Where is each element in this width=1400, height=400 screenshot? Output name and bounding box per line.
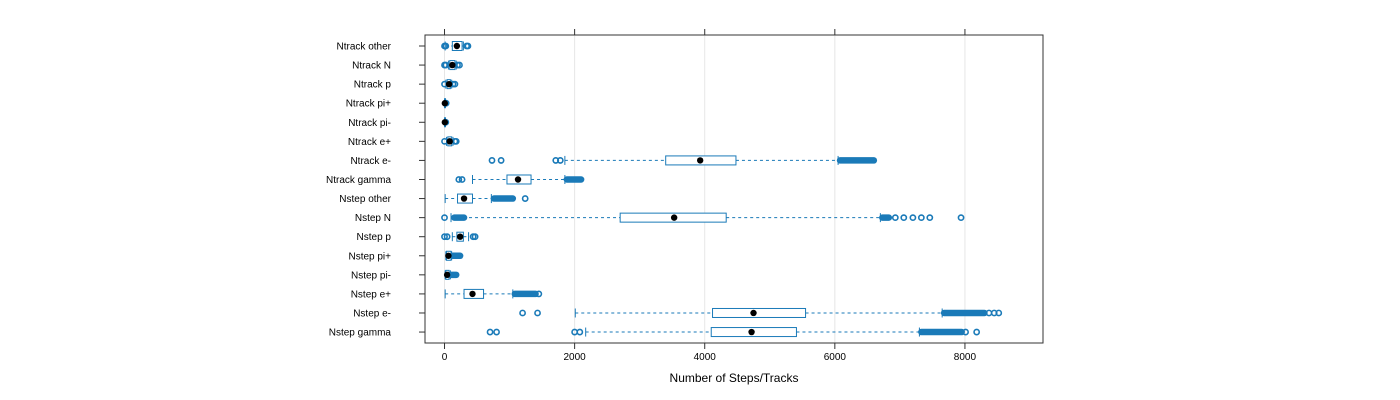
y-tick-label: Ntrack e+ <box>348 137 391 148</box>
outlier-point <box>926 214 934 222</box>
box-row <box>441 41 472 51</box>
outlier-point <box>521 195 529 202</box>
outlier-point <box>535 290 543 298</box>
outlier-point <box>456 61 463 69</box>
outlier-point <box>957 214 965 222</box>
x-tick-label: 0 <box>442 352 448 363</box>
box-row <box>444 288 543 299</box>
y-tick-label: Nstep N <box>355 213 391 224</box>
box-row <box>443 269 460 280</box>
outlier-point <box>909 214 917 222</box>
outlier-point <box>471 233 479 241</box>
median-point <box>670 214 678 221</box>
box-row <box>441 136 460 147</box>
outlier-point <box>455 176 463 183</box>
y-tick-label: Nstep e+ <box>351 289 391 300</box>
outlier-point <box>556 157 564 164</box>
median-point <box>456 233 464 240</box>
outlier-point <box>576 328 584 336</box>
median-point <box>449 61 456 69</box>
outlier-point <box>962 328 969 336</box>
median-point <box>696 157 704 164</box>
median-point <box>514 176 522 183</box>
box-row <box>488 155 878 166</box>
box-row <box>441 212 965 223</box>
plot-frame <box>424 34 1044 344</box>
outlier-point <box>442 61 450 69</box>
outlier-point <box>458 176 466 183</box>
y-tick-label: Nstep other <box>339 194 391 205</box>
outlier-point <box>995 309 1003 317</box>
outlier-point <box>900 214 908 222</box>
x-axis-label: Number of Steps/Tracks <box>670 371 799 385</box>
y-tick-label: Nstep pi+ <box>348 251 391 262</box>
median-point <box>445 80 453 88</box>
median-point <box>441 119 449 126</box>
median-point <box>469 290 476 298</box>
outlier-point <box>493 328 500 336</box>
outlier-point <box>891 214 899 222</box>
y-tick-label: Nstep gamma <box>329 328 392 339</box>
box-row <box>455 174 585 185</box>
outlier-point <box>519 309 526 317</box>
x-tick-label: 6000 <box>824 352 847 363</box>
outlier-point <box>488 157 496 164</box>
median-point <box>748 328 755 336</box>
box-row <box>444 193 529 204</box>
median-point <box>443 271 451 279</box>
y-tick-label: Ntrack pi- <box>348 118 391 129</box>
outlier-point <box>451 80 459 88</box>
outlier-point <box>486 328 494 336</box>
x-tick-label: 2000 <box>563 352 586 363</box>
outlier-point <box>443 233 451 241</box>
box-row <box>441 117 450 128</box>
y-tick-label: Ntrack gamma <box>326 175 391 186</box>
outlier-point <box>534 309 541 317</box>
y-tick-label: Nstep pi- <box>351 270 391 281</box>
y-tick-label: Ntrack p <box>354 80 392 91</box>
x-tick-label: 8000 <box>954 352 977 363</box>
y-tick-label: Ntrack other <box>337 42 392 53</box>
outlier-point <box>497 157 505 164</box>
y-tick-label: Ntrack e- <box>350 156 391 167</box>
box-row <box>445 250 464 261</box>
y-tick-label: Nstep e- <box>353 308 391 319</box>
y-tick-label: Nstep p <box>357 232 392 243</box>
median-point <box>445 252 452 259</box>
outlier-point <box>442 42 450 50</box>
box-series <box>441 41 1003 338</box>
box-row <box>441 79 459 90</box>
median-point <box>750 309 757 317</box>
box-row <box>441 60 463 71</box>
outlier-point <box>452 137 460 145</box>
y-tick-label: Ntrack N <box>352 61 391 72</box>
box-iqr <box>712 307 807 318</box>
y-tick-label: Ntrack pi+ <box>346 99 391 110</box>
box-row <box>486 327 981 338</box>
gridlines <box>444 35 966 343</box>
median-point <box>441 100 449 107</box>
outlier-point <box>441 214 448 222</box>
median-point <box>446 138 453 145</box>
x-axis-ticks: 0 2000 4000 6000 8000 <box>442 29 977 363</box>
outlier-point <box>917 214 925 222</box>
outlier-point <box>441 233 448 241</box>
box-row <box>441 231 479 242</box>
median-point <box>460 195 468 202</box>
y-axis-ticks: Ntrack other Ntrack N Ntrack p Ntrack pi+ Nt… <box>326 42 425 339</box>
box-row <box>441 98 450 109</box>
box-row <box>519 307 1003 318</box>
median-point <box>453 42 461 50</box>
outlier-point <box>464 42 472 50</box>
x-tick-label: 4000 <box>694 352 717 363</box>
outlier-point <box>973 328 981 336</box>
